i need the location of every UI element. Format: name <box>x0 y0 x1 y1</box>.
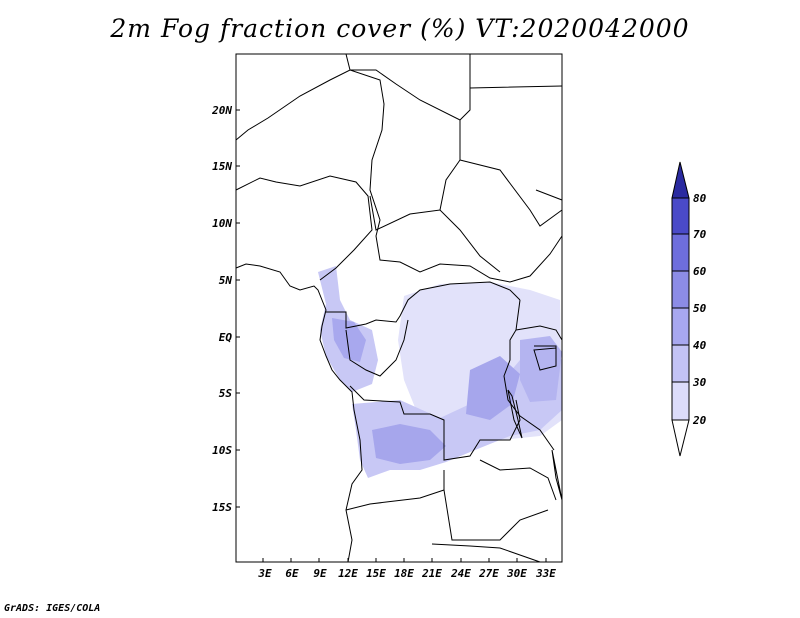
border-angola <box>345 470 549 541</box>
colorbar-labels: 20 30 40 50 60 70 80 <box>692 192 707 427</box>
chart-title: 2m Fog fraction cover (%) VT:2020042000 <box>110 14 690 43</box>
coastline-west <box>235 263 363 563</box>
border-north-1 <box>235 54 471 141</box>
lon-label: 30E <box>506 567 527 580</box>
border-congo <box>345 319 409 377</box>
lat-ticks <box>236 109 240 508</box>
border-drc-east <box>503 299 555 451</box>
border-nigeria <box>235 175 373 281</box>
lat-label: 10S <box>212 444 232 457</box>
lat-label: EQ <box>219 331 233 344</box>
fog-shading <box>318 266 562 478</box>
lake-victoria <box>533 347 557 371</box>
lat-label: 15N <box>212 160 232 173</box>
lat-label: 10N <box>212 217 232 230</box>
border-drc-west <box>349 385 521 461</box>
fog-region-lakes-core <box>466 356 520 420</box>
country-borders <box>235 53 563 563</box>
colorbar-label: 70 <box>693 228 707 241</box>
lon-label: 27E <box>478 567 499 580</box>
credit-label: GrADS: IGES/COLA <box>4 603 101 614</box>
fog-region-east-core <box>520 336 562 402</box>
colorbar <box>671 161 690 457</box>
map-frame <box>235 53 563 563</box>
lon-label: 21E <box>421 567 442 580</box>
colorbar-label: 30 <box>692 376 707 389</box>
lon-label: 12E <box>338 567 358 580</box>
lon-label: 15E <box>366 567 386 580</box>
colorbar-box-70-80 <box>671 197 690 235</box>
colorbar-label: 60 <box>693 265 707 278</box>
fog-region-angola-core <box>372 424 446 464</box>
lon-labels: 3E 6E 9E 12E 15E 18E 21E 24E 27E 30E 33E <box>257 567 556 580</box>
colorbar-box-40-50 <box>671 307 690 346</box>
lat-label: 5S <box>219 387 233 400</box>
lake-tanganyika <box>507 389 523 439</box>
colorbar-label: 80 <box>693 192 707 205</box>
colorbar-label: 40 <box>693 339 707 352</box>
colorbar-label: 20 <box>692 414 707 427</box>
border-gabon <box>326 281 521 329</box>
lat-label: 20N <box>211 104 232 117</box>
colorbar-top-triangle <box>671 161 690 199</box>
colorbar-box-50-60 <box>671 270 690 309</box>
lat-labels: 20N 15N 10N 5N EQ 5S 10S 15S <box>211 104 232 514</box>
lon-ticks <box>262 558 547 562</box>
border-east <box>469 85 563 201</box>
fog-region-gabon-core <box>332 318 366 362</box>
lon-label: 9E <box>313 567 327 580</box>
lon-label: 33E <box>535 567 556 580</box>
colorbar-bottom-triangle <box>671 419 690 457</box>
colorbar-box-60-70 <box>671 233 690 272</box>
colorbar-box-30-40 <box>671 344 690 383</box>
lon-label: 18E <box>394 567 414 580</box>
colorbar-label: 50 <box>693 302 707 315</box>
lat-label: 15S <box>212 501 232 514</box>
border-sudan <box>439 120 563 227</box>
lon-label: 24E <box>450 567 471 580</box>
border-north-2 <box>345 53 563 283</box>
lon-label: 3E <box>257 567 272 580</box>
colorbar-box-20-30 <box>671 381 690 421</box>
lat-label: 5N <box>219 274 233 287</box>
border-zambia <box>431 459 557 563</box>
lon-label: 6E <box>285 567 299 580</box>
